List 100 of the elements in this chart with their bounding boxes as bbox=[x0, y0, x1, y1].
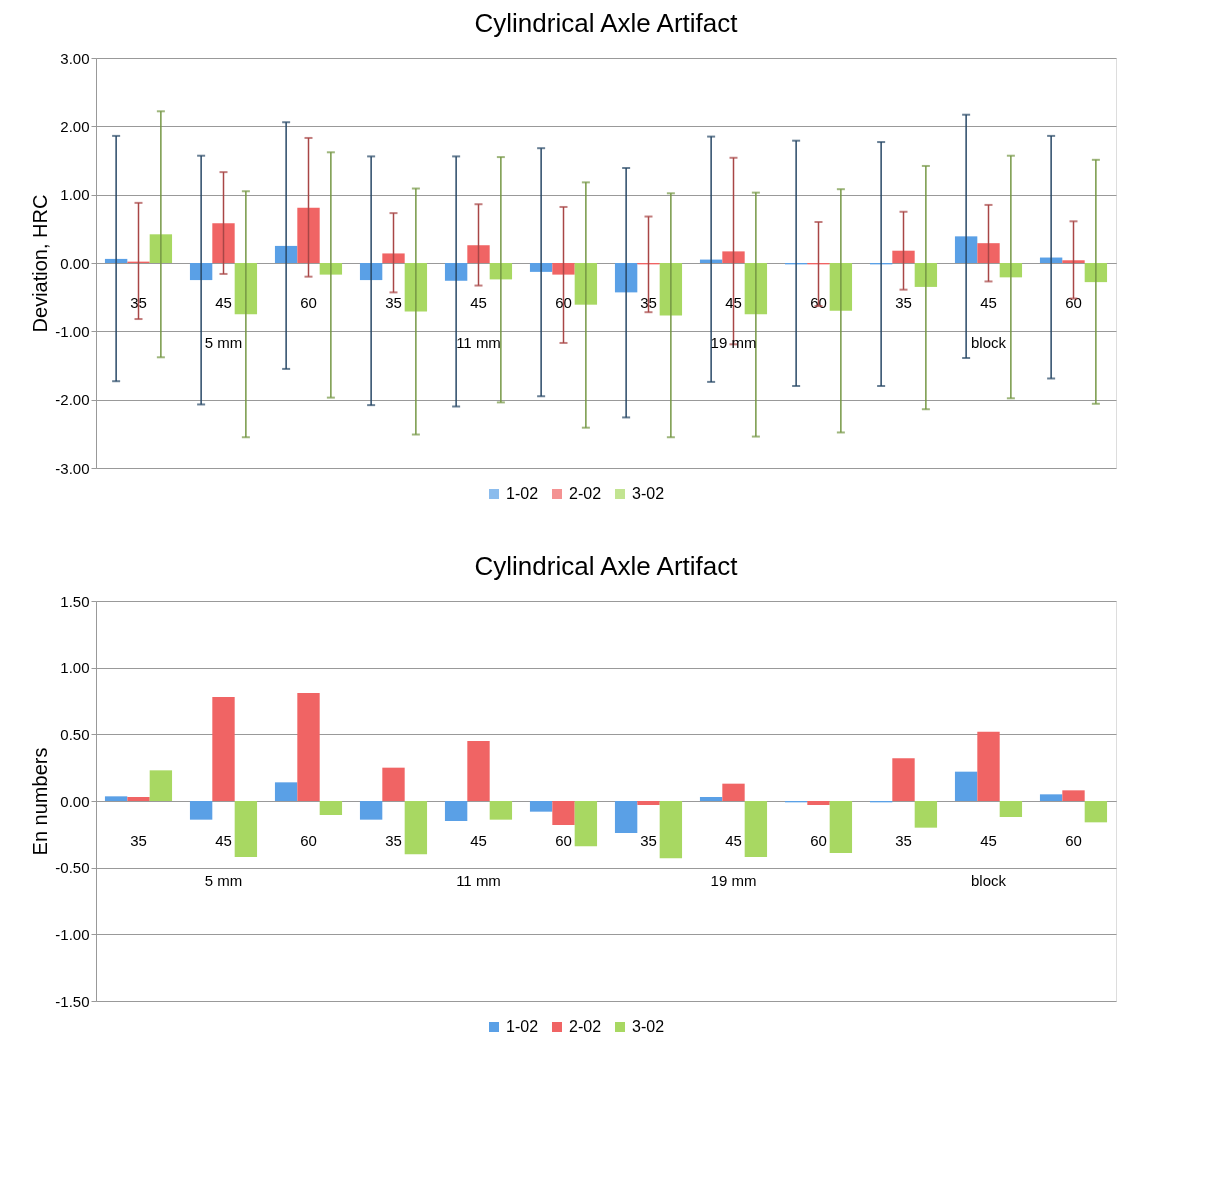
bar bbox=[552, 801, 575, 825]
bar bbox=[319, 801, 343, 815]
annotation: block bbox=[970, 334, 1007, 351]
bar bbox=[382, 767, 405, 801]
x-tick-label: 60 bbox=[555, 831, 572, 849]
x-tick-label: 35 bbox=[130, 831, 147, 849]
bar bbox=[297, 207, 320, 263]
bar bbox=[212, 697, 235, 801]
x-tick-label: 60 bbox=[300, 831, 317, 849]
bar bbox=[467, 245, 490, 263]
bar bbox=[829, 263, 853, 311]
bar bbox=[444, 263, 468, 281]
x-tick-label: 60 bbox=[1065, 293, 1082, 311]
legend-label: 3-02 bbox=[632, 1018, 665, 1035]
x-tick-label: 35 bbox=[385, 831, 402, 849]
bar bbox=[444, 801, 468, 821]
annotation: 19 mm bbox=[710, 872, 757, 889]
bar bbox=[104, 796, 128, 801]
bar bbox=[954, 771, 978, 801]
x-tick-label: 35 bbox=[895, 831, 912, 849]
bar bbox=[1062, 790, 1085, 801]
x-tick-label: 35 bbox=[385, 293, 402, 311]
bar bbox=[614, 801, 638, 833]
y-tick-label: -1.00 bbox=[55, 925, 90, 943]
legend-label: 1-02 bbox=[506, 485, 539, 502]
bar bbox=[699, 797, 723, 801]
y-tick-label: 2.00 bbox=[60, 117, 90, 135]
bar bbox=[574, 263, 598, 305]
bar bbox=[552, 263, 575, 275]
annotation: block bbox=[970, 872, 1007, 889]
bar bbox=[659, 263, 683, 316]
y-tick-label: 0.00 bbox=[60, 792, 90, 810]
annotation: 5 mm bbox=[204, 334, 243, 351]
annotation: 11 mm bbox=[456, 334, 501, 351]
y-tick-label: 1.00 bbox=[60, 659, 90, 677]
y-tick-label: -3.00 bbox=[55, 459, 90, 477]
y-tick-label: -1.00 bbox=[55, 322, 90, 340]
bar bbox=[1084, 801, 1108, 823]
bar bbox=[189, 801, 213, 820]
x-tick-label: 45 bbox=[980, 831, 997, 849]
bar bbox=[892, 758, 915, 801]
bar bbox=[529, 801, 553, 812]
legend-label: 2-02 bbox=[569, 1018, 602, 1035]
bar bbox=[1039, 794, 1063, 801]
bar bbox=[659, 801, 683, 859]
x-tick-label: 60 bbox=[1065, 831, 1082, 849]
y-tick-label: -2.00 bbox=[55, 391, 90, 409]
bar bbox=[359, 801, 383, 820]
y-tick-label: 0.00 bbox=[60, 254, 90, 272]
y-axis-title: En numbers bbox=[29, 747, 52, 856]
bar bbox=[404, 801, 428, 855]
legend-label: 2-02 bbox=[569, 485, 602, 502]
bar bbox=[489, 801, 513, 820]
chart-title: Cylindrical Axle Artifact bbox=[474, 551, 739, 581]
legend-label: 1-02 bbox=[506, 1018, 539, 1035]
x-tick-label: 45 bbox=[470, 831, 487, 849]
chart-title: Cylindrical Axle Artifact bbox=[474, 8, 739, 38]
bar bbox=[467, 741, 490, 801]
x-tick-label: 45 bbox=[470, 293, 487, 311]
x-tick-label: 35 bbox=[895, 293, 912, 311]
y-tick-label: -1.50 bbox=[55, 992, 90, 1010]
y-tick-label: 0.50 bbox=[60, 725, 90, 743]
bar bbox=[274, 782, 298, 801]
bar bbox=[1062, 260, 1085, 263]
bar bbox=[319, 263, 343, 275]
x-tick-label: 45 bbox=[215, 293, 232, 311]
bar bbox=[404, 263, 428, 312]
bar bbox=[297, 693, 320, 801]
bar bbox=[807, 801, 830, 805]
x-tick-label: 45 bbox=[725, 831, 742, 849]
bar bbox=[529, 263, 553, 272]
legend-label: 3-02 bbox=[632, 485, 665, 502]
y-tick-label: 1.00 bbox=[60, 186, 90, 204]
bar bbox=[637, 801, 660, 805]
bar bbox=[744, 801, 768, 857]
bar bbox=[722, 251, 745, 263]
x-tick-label: 45 bbox=[215, 831, 232, 849]
annotation: 11 mm bbox=[456, 872, 501, 889]
bar bbox=[999, 801, 1023, 817]
x-tick-label: 60 bbox=[300, 293, 317, 311]
x-tick-label: 60 bbox=[810, 293, 827, 311]
bar bbox=[127, 797, 150, 801]
bar bbox=[234, 801, 258, 857]
bar bbox=[149, 770, 173, 801]
y-tick-label: 3.00 bbox=[60, 49, 90, 67]
bar bbox=[829, 801, 853, 853]
bar bbox=[914, 263, 938, 287]
bar bbox=[574, 801, 598, 847]
bar bbox=[149, 234, 173, 263]
y-tick-label: 1.50 bbox=[60, 592, 90, 610]
bar bbox=[212, 223, 235, 263]
bar bbox=[914, 801, 938, 828]
x-tick-label: 60 bbox=[810, 831, 827, 849]
annotation: 5 mm bbox=[204, 872, 243, 889]
bar bbox=[977, 243, 1000, 263]
x-tick-label: 35 bbox=[640, 831, 657, 849]
bar bbox=[382, 253, 405, 263]
bar bbox=[722, 783, 745, 801]
x-tick-label: 45 bbox=[980, 293, 997, 311]
bar bbox=[977, 731, 1000, 801]
